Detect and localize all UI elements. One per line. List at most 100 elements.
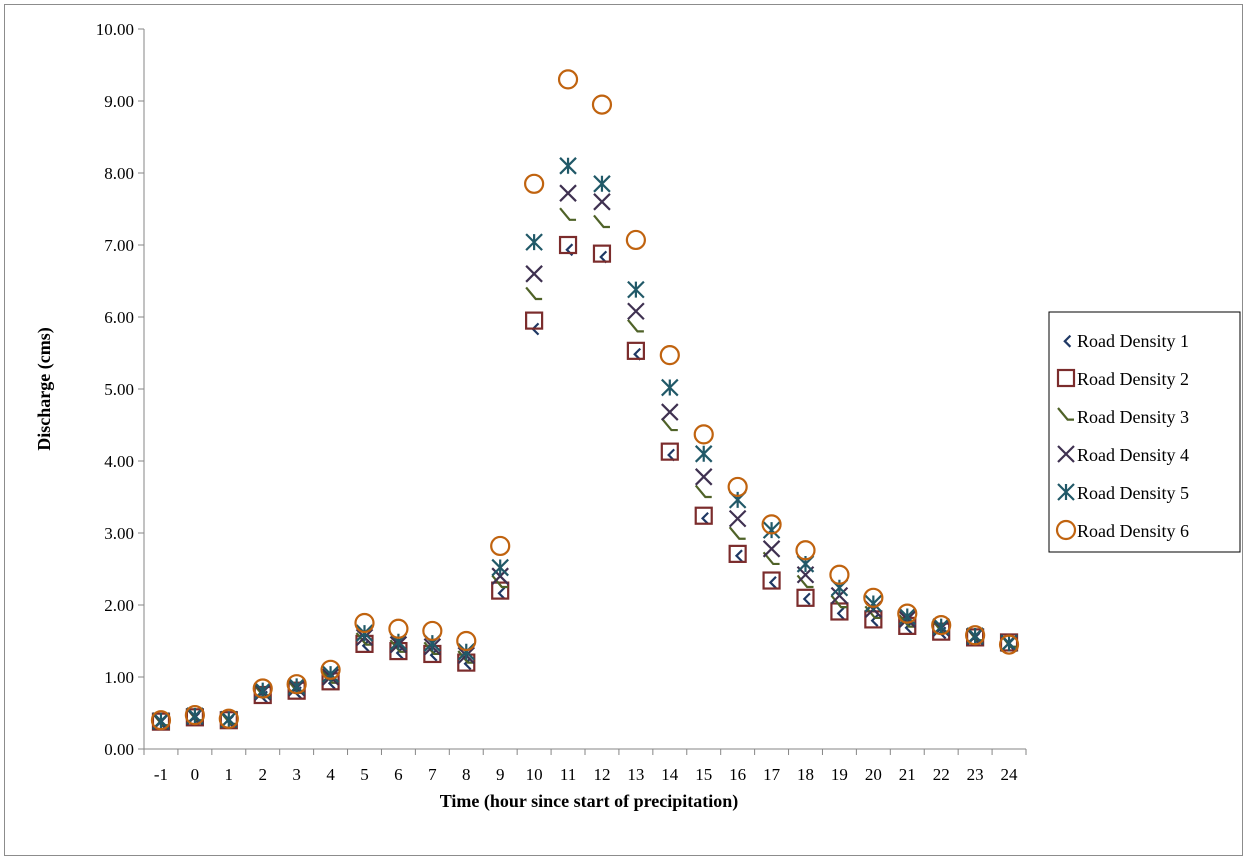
data-point	[593, 193, 611, 211]
y-axis-ticks: 0.00 1.00 2.00 3.00 4.00 5.00 6.00 7.00 8.00 9.00…	[96, 20, 144, 759]
x-tick-label: 22	[933, 765, 950, 784]
data-point	[802, 592, 811, 606]
legend-marker	[1056, 368, 1076, 388]
data-point	[491, 558, 509, 577]
data-point	[728, 544, 747, 563]
data-point	[727, 476, 748, 498]
data-point	[762, 540, 781, 558]
legend-label: Road Density 6	[1077, 521, 1189, 541]
x-axis-ticks: -1 0 1 2 3 4 5 6 7 8 9 10 11 12 13 14 15 16 17 18 19 20 21 22 23…	[143, 749, 1027, 784]
data-point	[524, 173, 545, 194]
data-point	[626, 341, 645, 360]
legend-marker	[1057, 407, 1074, 421]
data-point	[497, 586, 506, 600]
legend-marker	[1055, 519, 1077, 541]
data-point	[218, 708, 239, 729]
data-point	[627, 302, 645, 321]
x-tick-label: -1	[154, 765, 168, 784]
y-axis-title: Discharge (cms)	[34, 327, 55, 450]
axes	[143, 29, 1026, 750]
data-point	[660, 442, 679, 461]
data-point	[388, 618, 409, 639]
data-point	[661, 378, 679, 397]
data-point	[762, 521, 781, 539]
y-tick-label: 0.00	[104, 740, 134, 759]
data-point	[660, 417, 678, 432]
data-point	[525, 311, 544, 330]
x-tick-label: 24	[1001, 765, 1019, 784]
data-point	[795, 540, 816, 561]
legend-label: Road Density 4	[1077, 445, 1189, 465]
data-point	[184, 705, 205, 726]
x-tick-label: 12	[593, 765, 610, 784]
data-point	[694, 506, 713, 525]
x-tick-label: 14	[661, 765, 679, 784]
data-point	[897, 603, 918, 624]
x-tick-label: 18	[797, 765, 814, 784]
x-tick-label: 19	[831, 765, 848, 784]
data-point	[557, 69, 579, 90]
data-point	[761, 514, 782, 535]
data-point	[150, 710, 172, 731]
data-point	[422, 620, 443, 642]
data-point	[762, 571, 781, 590]
data-point	[625, 229, 646, 251]
data-point	[864, 605, 882, 620]
legend-label: Road Density 3	[1077, 407, 1189, 427]
data-point	[525, 286, 543, 301]
data-point	[457, 643, 476, 661]
series-1	[158, 243, 1015, 730]
data-point	[768, 576, 777, 589]
data-point	[592, 244, 612, 263]
data-point	[559, 184, 577, 202]
data-point	[694, 445, 713, 463]
data-point	[829, 564, 850, 585]
x-tick-label: 15	[695, 765, 712, 784]
data-point	[286, 674, 307, 695]
data-point	[830, 602, 849, 621]
legend-label: Road Density 2	[1077, 369, 1189, 389]
data-point	[354, 612, 375, 634]
legend-entry-4: Road Density 4	[1057, 445, 1189, 465]
data-point	[694, 468, 713, 486]
data-point	[627, 319, 644, 333]
legend-box	[1048, 311, 1241, 553]
data-point	[593, 175, 611, 193]
legend-marker	[1057, 483, 1075, 501]
data-point	[864, 594, 883, 613]
data-point	[491, 574, 509, 589]
data-point	[463, 657, 472, 671]
series-2	[151, 235, 1019, 731]
x-tick-label: 3	[292, 765, 301, 784]
x-tick-label: 23	[967, 765, 984, 784]
legend-marker	[1063, 334, 1072, 348]
x-tick-label: 0	[191, 765, 200, 784]
data-point	[252, 678, 273, 699]
series-6	[150, 69, 1020, 731]
data-point	[491, 581, 510, 600]
legend-entry-5: Road Density 5	[1057, 483, 1189, 503]
x-tick-label: 7	[428, 765, 437, 784]
legend-entry-2: Road Density 2	[1056, 368, 1189, 389]
y-tick-label: 4.00	[104, 452, 134, 471]
y-tick-label: 7.00	[104, 236, 134, 255]
legend-label: Road Density 1	[1077, 331, 1189, 351]
data-point	[863, 587, 884, 608]
data-point	[694, 484, 712, 499]
data-point	[591, 94, 613, 115]
legend-entry-1: Road Density 1	[1063, 331, 1189, 351]
data-point	[361, 639, 370, 653]
data-point	[395, 646, 404, 660]
data-point	[490, 535, 511, 557]
data-point	[320, 659, 341, 680]
data-point	[762, 551, 780, 566]
x-tick-label: 9	[496, 765, 505, 784]
chart-area	[4, 4, 1243, 856]
x-tick-label: 17	[763, 765, 781, 784]
series-3	[152, 207, 1018, 727]
data-point	[700, 511, 709, 525]
data-point	[998, 634, 1020, 655]
data-point	[456, 630, 477, 652]
x-tick-label: 21	[899, 765, 916, 784]
